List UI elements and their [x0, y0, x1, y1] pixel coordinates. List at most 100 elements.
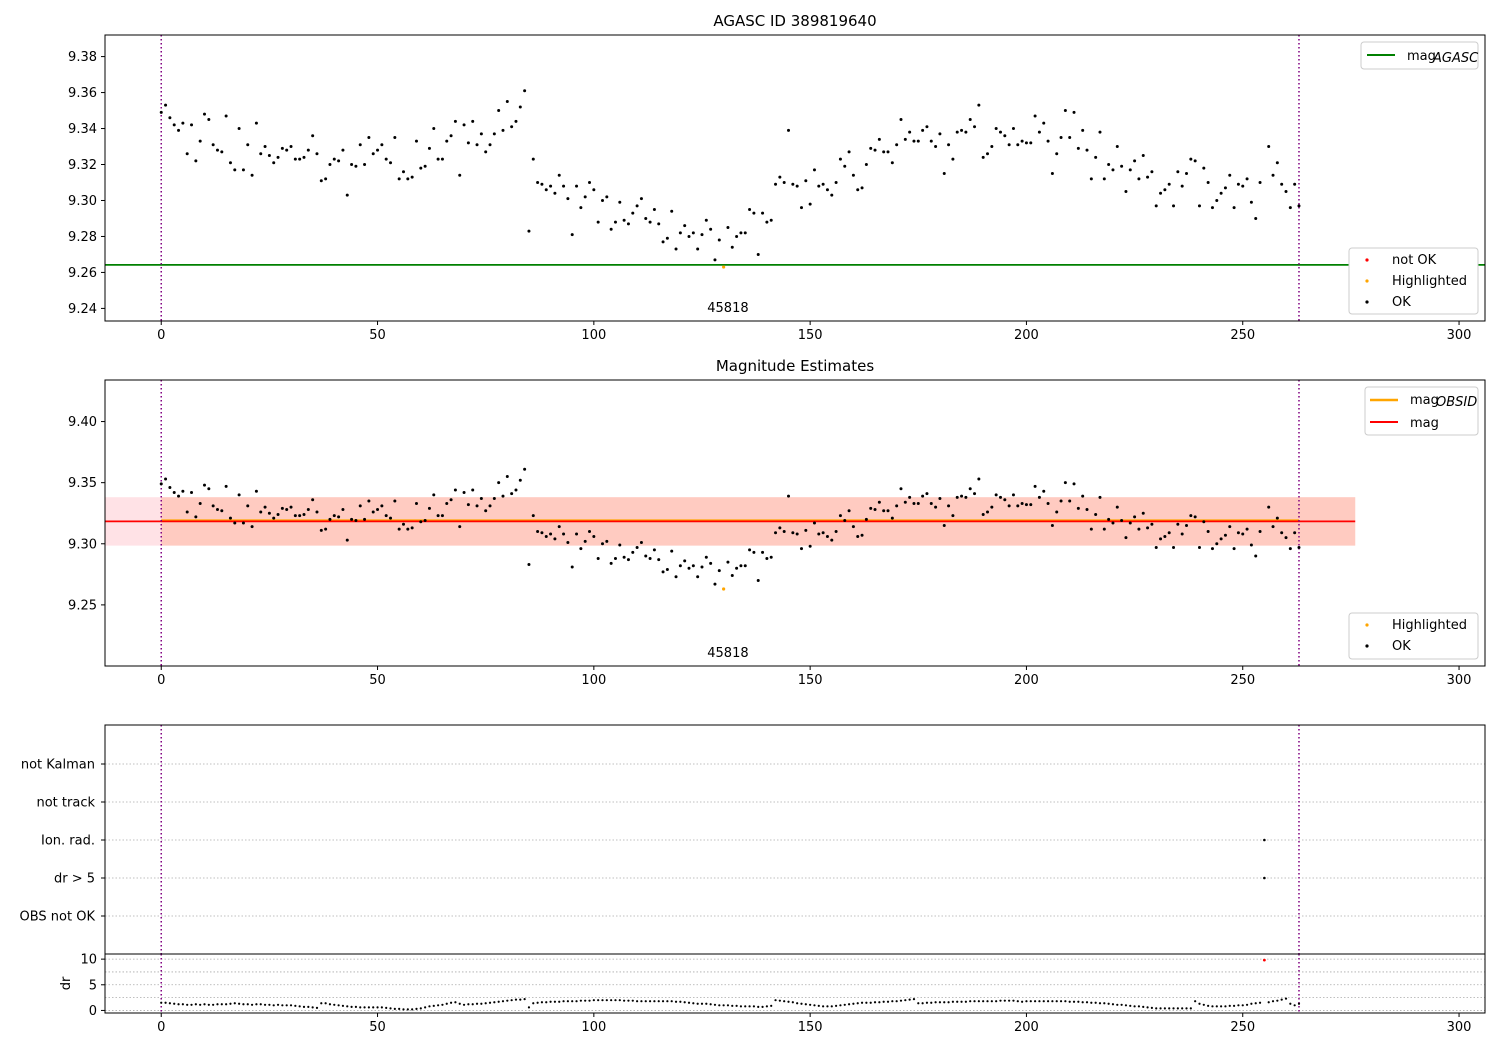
ok-point — [1271, 525, 1275, 529]
axes-frame — [104, 953, 1486, 1014]
ok-point — [739, 564, 743, 568]
dr-point — [402, 1008, 405, 1011]
dr-point — [285, 1004, 288, 1007]
dr-point — [705, 1002, 708, 1005]
dr-point — [523, 998, 526, 1001]
ok-point — [492, 497, 496, 501]
y-tick-label: 9.25 — [68, 598, 97, 613]
ok-point — [414, 501, 418, 505]
dr-point — [229, 1002, 232, 1005]
dr-point — [276, 1003, 280, 1006]
ok-point — [1150, 170, 1154, 174]
dr-point — [1064, 1000, 1067, 1003]
y-tick-label: 9.26 — [68, 266, 97, 281]
ok-point — [644, 554, 648, 558]
ok-point — [769, 555, 773, 559]
legend-points-box — [1348, 612, 1479, 660]
ok-point — [1215, 198, 1219, 202]
ok-point — [289, 505, 293, 509]
y-tick-label: 9.24 — [68, 302, 97, 317]
ok-point — [285, 508, 289, 512]
dr-point — [1107, 1002, 1110, 1005]
ok-point — [1141, 511, 1145, 515]
dr-point — [203, 1003, 206, 1006]
ok-point — [696, 575, 700, 579]
dr-point — [194, 1003, 197, 1006]
dr-point — [1124, 1004, 1128, 1007]
ok-point — [968, 118, 972, 122]
y-tick-label: 9.34 — [68, 122, 97, 137]
ok-point — [986, 510, 990, 514]
dr-point — [242, 1003, 245, 1006]
dr-point — [982, 1000, 985, 1003]
ok-point — [912, 139, 916, 143]
dr-point — [653, 1000, 656, 1003]
dr-point — [1103, 1002, 1106, 1005]
ok-point — [955, 495, 959, 499]
ok-point — [583, 195, 587, 199]
ok-point — [596, 220, 600, 224]
ok-point — [1172, 204, 1176, 208]
ok-point — [1024, 503, 1028, 507]
dr-point — [519, 998, 522, 1001]
ok-point — [531, 157, 535, 161]
ok-point — [1288, 206, 1292, 210]
dr-point — [1207, 1004, 1210, 1007]
ok-point — [259, 152, 263, 156]
dr-point — [255, 1003, 258, 1006]
ok-point — [1029, 141, 1033, 145]
dr-point — [1046, 1000, 1050, 1003]
dr-point — [1284, 997, 1288, 1000]
dr-point — [778, 999, 781, 1002]
ok-point — [765, 220, 769, 224]
ok-point — [700, 565, 704, 569]
ok-point — [869, 146, 873, 150]
ok-point — [1193, 515, 1197, 519]
x-tick-label: 100 — [581, 673, 606, 688]
dr-point — [493, 1001, 496, 1004]
ok-point — [804, 179, 808, 183]
ok-point — [1167, 182, 1171, 186]
dr-point — [843, 1003, 846, 1006]
dr-point — [1094, 1001, 1097, 1004]
ok-point — [834, 530, 838, 534]
ok-point — [1072, 110, 1076, 114]
ok-point — [1189, 514, 1193, 518]
x-tick-label: 150 — [798, 673, 823, 688]
ok-point — [921, 128, 925, 132]
ok-point — [761, 550, 765, 554]
ok-point — [259, 510, 263, 514]
ok-point — [432, 127, 436, 131]
ok-point — [769, 218, 773, 222]
dr-point — [977, 1000, 980, 1003]
ok-point — [903, 137, 907, 141]
dr-point — [912, 998, 916, 1001]
ok-point — [648, 556, 652, 560]
ok-point — [838, 514, 842, 518]
ok-point — [164, 477, 168, 481]
dr-point — [964, 1000, 967, 1003]
ok-point — [367, 499, 371, 503]
ok-point — [267, 511, 271, 515]
ok-point — [1219, 537, 1223, 541]
ok-point — [782, 530, 786, 534]
ok-point — [397, 527, 401, 531]
dr-point — [186, 1003, 189, 1006]
ok-point — [709, 227, 713, 231]
ok-point — [1210, 547, 1214, 551]
dr-point — [601, 999, 604, 1002]
ok-point — [942, 172, 946, 176]
dr-point — [181, 1003, 184, 1006]
ok-point — [1094, 155, 1098, 159]
dr-point — [990, 1000, 993, 1003]
ok-point — [678, 231, 682, 235]
dr-point — [1194, 1000, 1197, 1003]
ok-point — [925, 125, 929, 129]
ok-point — [198, 139, 202, 143]
dr-point — [216, 1003, 219, 1006]
ok-point — [968, 487, 972, 491]
ok-point — [791, 182, 795, 186]
dr-point — [575, 1000, 578, 1003]
dr-point — [1008, 999, 1011, 1002]
ok-point — [613, 556, 617, 560]
